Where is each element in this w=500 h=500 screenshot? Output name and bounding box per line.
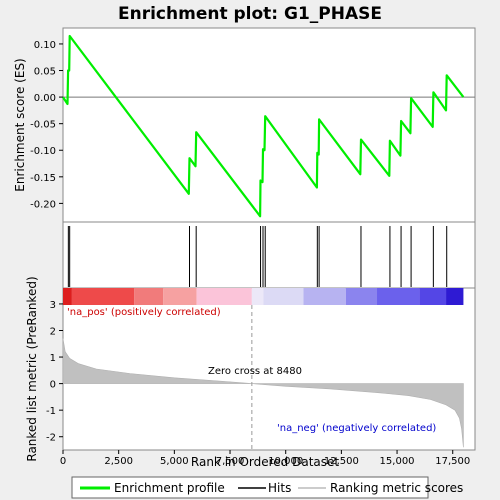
rank-ytick-label: 2 <box>50 326 56 337</box>
rank-ylabel: Ranked list metric (PreRanked) <box>25 276 39 461</box>
xtick-label: 7,500 <box>216 456 245 467</box>
es-ytick-label: 0.05 <box>34 67 56 78</box>
xtick-label: 17,500 <box>435 456 470 467</box>
es-panel-frame <box>62 27 476 223</box>
xtick-label: 10,000 <box>268 456 303 467</box>
chart-title: Enrichment plot: G1_PHASE <box>118 4 382 24</box>
xtick-label: 15,000 <box>380 456 415 467</box>
legend: Enrichment profile Hits Ranking metric s… <box>71 476 463 499</box>
colorbar-segment <box>446 288 464 305</box>
legend-label-enrichment: Enrichment profile <box>114 481 225 495</box>
es-ytick-label: -0.10 <box>30 146 56 157</box>
colorbar-segment <box>345 288 378 305</box>
hits-panel-frame <box>62 221 476 289</box>
colorbar-segment <box>163 288 197 305</box>
colorbar-segment <box>251 288 264 305</box>
rank-xlabel: Rank in Ordered Dataset <box>191 455 339 469</box>
es-ytick-label: -0.05 <box>30 120 56 131</box>
enrichment-profile-line <box>62 34 465 218</box>
colorbar-segment <box>63 288 72 305</box>
ranking-metric-area <box>62 338 464 448</box>
rank-ytick-label: -2 <box>46 433 56 444</box>
rank-ytick-label: 3 <box>50 300 56 311</box>
colorbar-segment <box>303 288 346 305</box>
zero-cross-label: Zero cross at 8480 <box>208 366 302 377</box>
colorbar-segment <box>263 288 304 305</box>
legend-label-hits: Hits <box>268 481 291 495</box>
colorbar-segment <box>196 288 252 305</box>
rank-ytick-label: 0 <box>50 380 56 391</box>
rank-ytick-label: -1 <box>46 406 56 417</box>
es-ytick-label: -0.15 <box>30 173 56 184</box>
es-ytick-label: 0.10 <box>34 40 56 51</box>
colorbar-segment <box>419 288 447 305</box>
rank-ytick-label: 1 <box>50 353 56 364</box>
xtick-label: 0 <box>60 456 66 467</box>
xtick-label: 5,000 <box>160 456 189 467</box>
colorbar-segment <box>71 288 135 305</box>
es-ytick-label: -0.20 <box>30 199 56 210</box>
label-pos: 'na_pos' (positively correlated) <box>67 307 221 318</box>
colorbar-segment <box>377 288 420 305</box>
label-neg: 'na_neg' (negatively correlated) <box>277 423 436 434</box>
es-ylabel: Enrichment score (ES) <box>13 58 27 191</box>
rank-panel-frame <box>62 287 476 451</box>
es-ytick-label: 0.00 <box>34 93 56 104</box>
legend-label-ranking: Ranking metric scores <box>330 481 463 495</box>
colorbar-segment <box>134 288 164 305</box>
xtick-label: 2,500 <box>104 456 133 467</box>
xtick-label: 12,500 <box>324 456 359 467</box>
